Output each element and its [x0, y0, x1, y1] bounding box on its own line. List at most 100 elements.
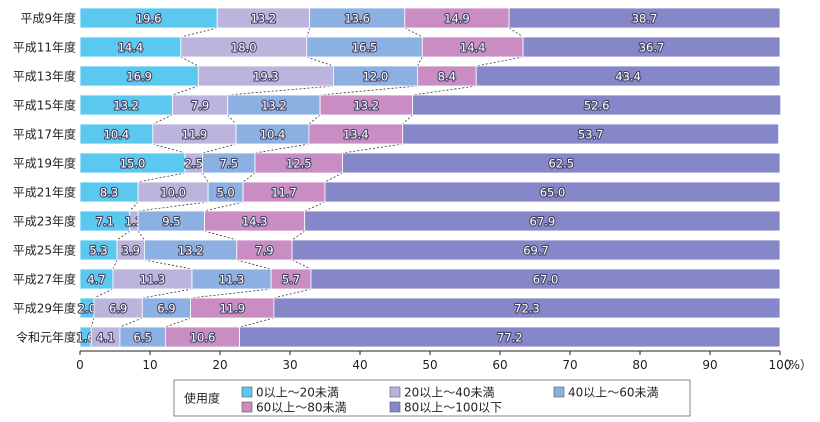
- data-label: 67.9: [530, 215, 556, 229]
- bar-segment: [239, 326, 781, 348]
- connector-line: [138, 172, 186, 183]
- data-label: 12.5: [286, 157, 312, 171]
- data-label: 10.4: [260, 128, 286, 142]
- data-label: 6.5: [134, 331, 152, 345]
- legend: 使用度 0以上～20未満 20以上～40未満 40以上～60未満 60以上～80未満 80…: [173, 379, 691, 417]
- data-label: 4.7: [87, 273, 105, 287]
- data-label: 52.6: [584, 99, 610, 113]
- legend-swatch: [241, 386, 253, 398]
- data-label: 19.3: [253, 70, 279, 84]
- row-labels: 平成9年度平成11年度平成13年度平成15年度平成17年度平成19年度平成21年…: [13, 11, 76, 345]
- legend-label: 20以上～40未満: [404, 386, 495, 400]
- data-label: 9.5: [162, 215, 180, 229]
- connector-line: [304, 201, 326, 212]
- bar-segment: [508, 7, 781, 29]
- connector-line: [306, 56, 334, 67]
- data-label: 11.7: [271, 186, 297, 200]
- connector-line: [417, 56, 423, 67]
- data-label: 72.3: [514, 302, 540, 316]
- x-tick-label: 50: [422, 358, 437, 372]
- data-label: 6.9: [109, 302, 127, 316]
- category-label: 平成19年度: [13, 156, 76, 171]
- data-label: 10.4: [104, 128, 130, 142]
- data-label: 2.5: [185, 157, 203, 171]
- connector-line: [291, 259, 312, 270]
- data-label: 67.0: [533, 273, 559, 287]
- connector-line: [342, 143, 403, 154]
- connector-line: [142, 288, 193, 299]
- legend-label: 60以上～80未満: [256, 401, 347, 415]
- data-label: 14.4: [460, 41, 486, 55]
- data-label: 14.4: [118, 41, 144, 55]
- data-label: 11.3: [219, 273, 245, 287]
- connector-line: [202, 143, 237, 154]
- data-label: 7.5: [220, 157, 238, 171]
- connector-line: [306, 27, 310, 38]
- data-label: 13.2: [261, 99, 287, 113]
- data-label: 13.2: [113, 99, 139, 113]
- data-label: 1.6: [76, 331, 94, 345]
- data-label: 5.0: [216, 186, 234, 200]
- data-label: 7.9: [191, 99, 209, 113]
- data-label: 10.6: [190, 331, 216, 345]
- x-unit-label: （%）: [777, 358, 812, 372]
- category-label: 令和元年度: [16, 330, 76, 345]
- legend-label: 40以上～60未満: [568, 386, 659, 400]
- connector-line: [152, 143, 186, 154]
- bar-segment: [342, 152, 781, 174]
- connector-line: [116, 230, 130, 241]
- connector-line: [180, 27, 218, 38]
- x-tick-label: 30: [282, 358, 297, 372]
- data-label: 14.9: [444, 12, 470, 26]
- connector-line: [204, 201, 244, 212]
- data-label: 18.0: [231, 41, 257, 55]
- connector-line: [227, 114, 237, 125]
- data-label: 16.5: [352, 41, 378, 55]
- connector-line: [180, 56, 199, 67]
- x-tick-label: 60: [492, 358, 507, 372]
- data-label: 19.6: [136, 12, 162, 26]
- x-axis: 0 10 20 30 40 50 60 70 80 90 100（%）: [76, 350, 812, 372]
- category-label: 平成21年度: [13, 185, 76, 200]
- x-tick-label: 20: [212, 358, 227, 372]
- connector-line: [508, 27, 524, 38]
- connector-line: [152, 114, 173, 125]
- connector-line: [119, 317, 143, 328]
- data-label: 13.2: [178, 244, 204, 258]
- legend-title: 使用度: [184, 391, 220, 406]
- data-label: 7.1: [96, 215, 114, 229]
- data-label: 5.3: [89, 244, 107, 258]
- connector-line: [236, 259, 272, 270]
- data-label: 69.7: [523, 244, 549, 258]
- data-label: 6.9: [157, 302, 175, 316]
- data-label: 13.6: [344, 12, 370, 26]
- legend-label: 80以上～100以下: [404, 401, 502, 415]
- bars: 19.6 13.2 13.6 14.9 38.7 14.4 18.0 16.5 14.4 36.7…: [75, 7, 782, 348]
- legend-label: 0以上～20未満: [256, 386, 339, 400]
- category-label: 平成17年度: [13, 127, 76, 142]
- legend-swatch: [389, 401, 401, 413]
- data-label: 5.7: [282, 273, 300, 287]
- bar-segment: [291, 239, 781, 261]
- x-tick-label: 0: [76, 358, 84, 372]
- connector-line: [93, 288, 114, 299]
- data-label: 4.1: [96, 331, 114, 345]
- data-label: 65.0: [540, 186, 566, 200]
- connector-line: [320, 85, 418, 96]
- data-label: 11.9: [182, 128, 208, 142]
- data-label: 3.9: [122, 244, 140, 258]
- x-tick-label: 10: [142, 358, 157, 372]
- x-tick-label: 70: [562, 358, 577, 372]
- x-tick-label: 40: [352, 358, 367, 372]
- data-label: 12.0: [363, 70, 389, 84]
- connector-lines: [90, 27, 524, 328]
- data-label: 38.7: [632, 12, 658, 26]
- category-label: 平成25年度: [13, 243, 76, 258]
- connector-line: [137, 230, 145, 241]
- connector-line: [202, 172, 209, 183]
- connector-line: [291, 230, 305, 241]
- connector-line: [273, 288, 312, 299]
- legend-swatch: [553, 386, 565, 398]
- data-label: 43.4: [615, 70, 641, 84]
- bar-segment: [522, 36, 781, 58]
